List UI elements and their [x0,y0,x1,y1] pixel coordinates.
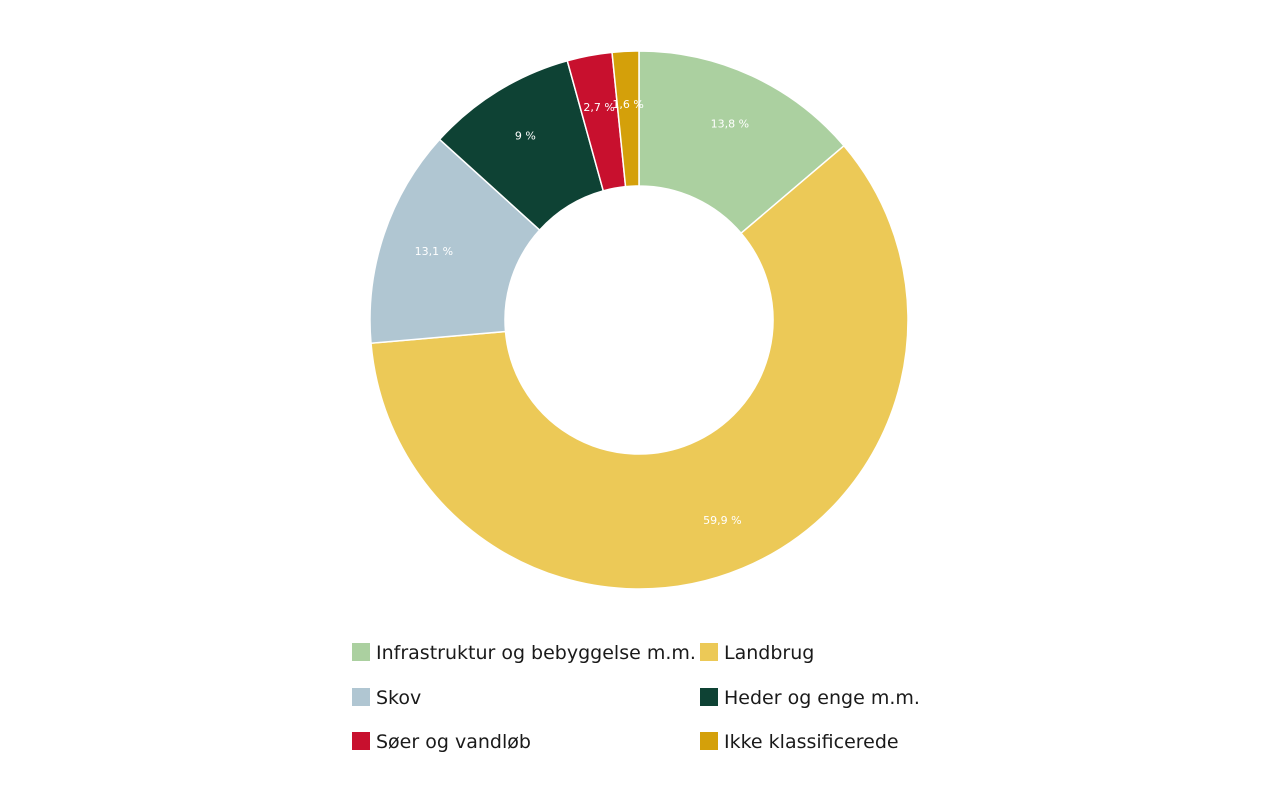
legend-swatch [700,732,718,750]
data-label-infrastruktur-og-bebyggelse-m-m: 13,8 % [711,117,749,130]
legend-label: Ikke klassificerede [724,731,899,753]
chart-data-labels: 13,8 % 59,9 % 13,1 % 9 % 2,7 %1,6 % [415,98,749,527]
slice-infrastruktur-og-bebyggelse-m-m [638,50,846,235]
legend-swatch [352,732,370,750]
slice-ikke-klassificerede [611,50,640,188]
slice-landbrug [370,144,909,590]
legend-item-skov: Skov [352,687,421,709]
legend-label: Infrastruktur og bebyggelse m.m. [376,642,696,664]
legend-label: Søer og vandløb [376,731,531,753]
data-label-heder-og-enge-m-m: 9 % [515,130,536,143]
data-label-landbrug: 59,9 % [703,514,741,527]
data-label-ikke-klassificerede: 1,6 % [612,98,643,111]
chart-slices [369,50,909,590]
legend-label: Heder og enge m.m. [724,687,920,709]
slice-skov [369,138,541,344]
legend-label: Landbrug [724,642,814,664]
legend-swatch [700,643,718,661]
legend-item-heder-og-enge-m-m: Heder og enge m.m. [700,687,920,709]
legend-swatch [352,643,370,661]
data-label-skov: 13,1 % [415,245,453,258]
legend-item-soer-og-vandlob: Søer og vandløb [352,731,531,753]
legend-label: Skov [376,687,421,709]
data-label-soer-og-vandlob: 2,7 % [583,101,614,114]
legend-item-landbrug: Landbrug [700,642,814,664]
chart-legend: Infrastruktur og bebyggelse m.m. Landbrug… [352,642,920,753]
legend-item-ikke-klassificerede: Ikke klassificerede [700,731,899,753]
legend-item-infrastruktur-og-bebyggelse-m-m: Infrastruktur og bebyggelse m.m. [352,642,696,664]
legend-swatch [352,688,370,706]
legend-swatch [700,688,718,706]
